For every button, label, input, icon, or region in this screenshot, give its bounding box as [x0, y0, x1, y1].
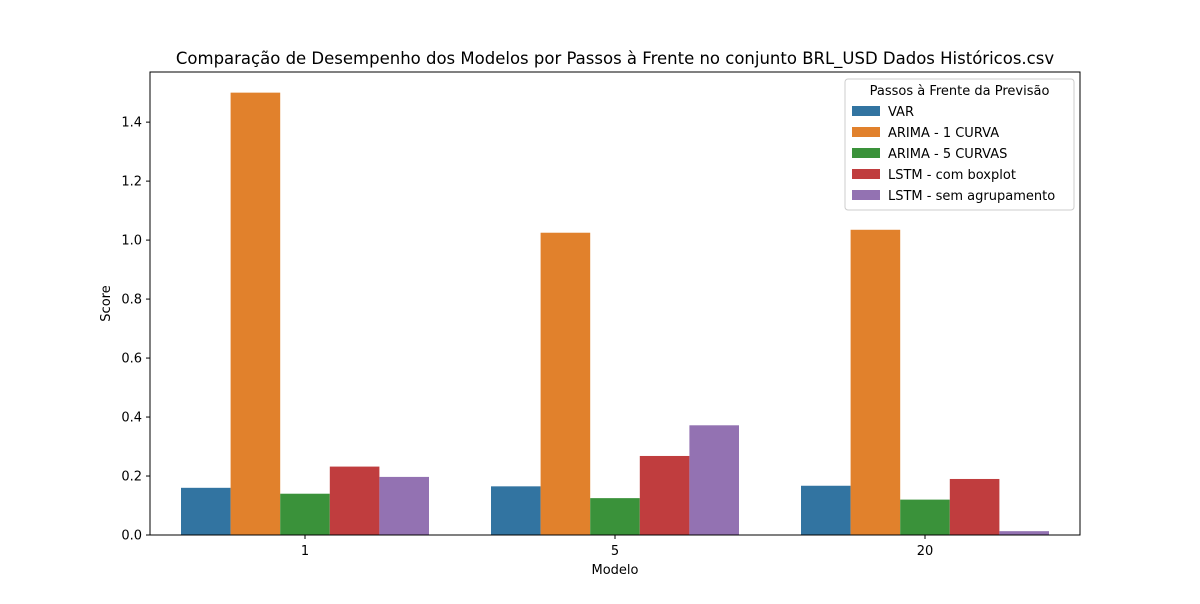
y-tick-label: 0.2	[121, 470, 142, 485]
bar	[689, 425, 739, 535]
legend-swatch	[852, 169, 880, 179]
bar	[329, 466, 380, 535]
x-axis-label: Modelo	[592, 563, 639, 578]
bar	[379, 476, 429, 535]
bar	[540, 232, 591, 535]
legend-entry: ARIMA - 1 CURVA	[888, 126, 999, 141]
bar	[280, 493, 330, 535]
bar	[949, 478, 1000, 535]
bars-layer	[181, 92, 1049, 536]
bar	[801, 485, 851, 535]
y-tick-label: 0.8	[121, 293, 142, 308]
bar	[230, 92, 281, 535]
legend-title: Passos à Frente da Previsão	[870, 84, 1050, 99]
legend-entry: LSTM - com boxplot	[888, 168, 1016, 183]
bar	[850, 229, 901, 536]
y-tick-label: 1.2	[121, 175, 142, 190]
bar	[639, 455, 690, 535]
legend: Passos à Frente da Previsão VAR ARIMA - 1 …	[844, 78, 1075, 211]
chart-title: Comparação de Desempenho dos Modelos por…	[176, 49, 1054, 69]
y-tick-label: 1.4	[121, 116, 142, 131]
legend-swatch	[852, 148, 880, 158]
legend-entry: LSTM - sem agrupamento	[888, 189, 1055, 204]
legend-box	[844, 78, 1075, 211]
y-axis: 0.0 0.2 0.4 0.6 0.8 1.0 1.2 1.4	[121, 116, 150, 544]
bar	[900, 499, 950, 535]
x-tick-label: 1	[301, 544, 309, 559]
legend-swatch	[852, 106, 880, 116]
bar	[181, 487, 231, 535]
y-tick-label: 1.0	[121, 234, 142, 249]
bar	[491, 486, 541, 535]
bar	[999, 531, 1049, 535]
legend-entry: VAR	[888, 105, 914, 120]
y-axis-label: Score	[99, 285, 114, 321]
x-tick-label: 5	[611, 544, 619, 559]
bar	[590, 498, 640, 535]
y-tick-label: 0.4	[121, 411, 142, 426]
legend-entry: ARIMA - 5 CURVAS	[888, 147, 1007, 162]
legend-swatch	[852, 127, 880, 137]
y-tick-label: 0.0	[121, 529, 142, 544]
x-tick-label: 20	[917, 544, 934, 559]
legend-swatch	[852, 190, 880, 200]
x-axis: 1 5 20	[301, 535, 933, 559]
y-tick-label: 0.6	[121, 352, 142, 367]
